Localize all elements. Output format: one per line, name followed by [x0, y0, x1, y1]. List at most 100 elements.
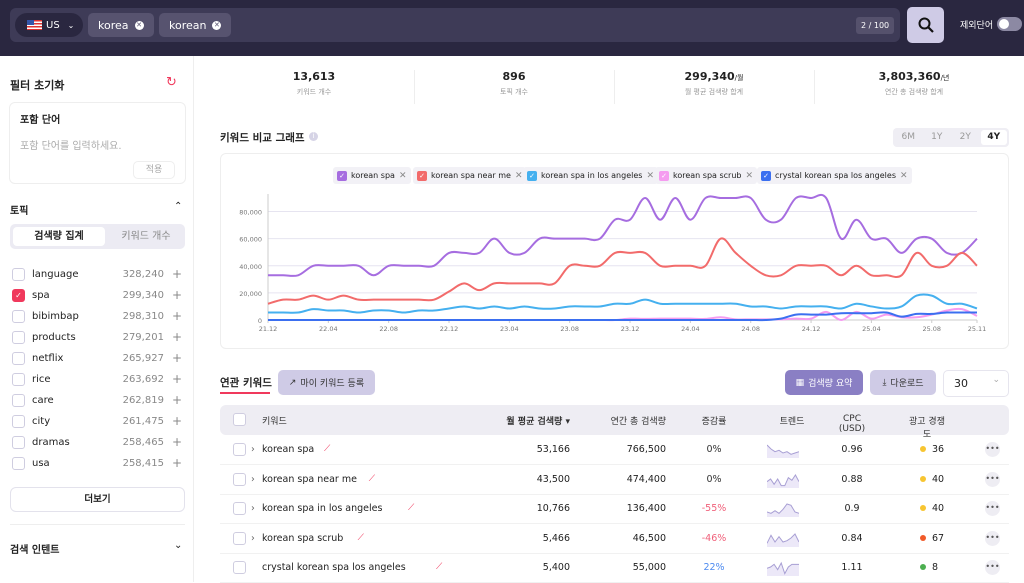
- topic-item[interactable]: ✓ spa 299,340 +: [12, 287, 182, 303]
- legend-item[interactable]: ✓ crystal korean spa los angeles ✕: [757, 167, 912, 184]
- keyword-link[interactable]: korean spa near me: [262, 473, 357, 485]
- chevron-down-icon[interactable]: ⌄: [174, 540, 183, 551]
- topic-item[interactable]: language 328,240 +: [12, 266, 182, 282]
- range-2Y[interactable]: 2Y: [959, 132, 971, 142]
- close-icon[interactable]: ✕: [398, 170, 407, 181]
- column-header[interactable]: 증감률: [701, 417, 727, 427]
- keyword-link[interactable]: korean spa in los angeles: [262, 503, 383, 514]
- chart-icon[interactable]: ⟋: [324, 444, 331, 454]
- chevron-right-icon[interactable]: ›: [251, 444, 255, 455]
- column-header[interactable]: CPC (USD): [838, 414, 866, 434]
- table-row[interactable]: › korean spa ⟋ 53,166 766,500 0% 0.96 36…: [220, 435, 1009, 465]
- close-icon[interactable]: ✕: [212, 20, 222, 30]
- info-icon[interactable]: i: [309, 132, 318, 141]
- keyword-link[interactable]: crystal korean spa los angeles: [262, 562, 406, 573]
- chevron-up-icon[interactable]: ⌃: [174, 201, 183, 212]
- topic-checkbox[interactable]: [12, 393, 25, 407]
- row-checkbox[interactable]: [233, 443, 246, 456]
- range-6M[interactable]: 6M: [901, 132, 916, 142]
- row-checkbox[interactable]: [233, 472, 246, 486]
- checkbox-icon[interactable]: ✓: [337, 170, 347, 181]
- country-select[interactable]: US ⌄: [15, 13, 83, 37]
- exclude-words-toggle[interactable]: [997, 17, 1022, 31]
- keyword-link[interactable]: korean spa: [262, 444, 315, 455]
- range-1Y[interactable]: 1Y: [931, 132, 943, 142]
- select-all-checkbox[interactable]: [233, 413, 246, 426]
- legend-item[interactable]: ✓ korean spa in los angeles ✕: [523, 167, 658, 184]
- my-keyword-register-button[interactable]: ↗ 마이 키워드 등록: [278, 370, 375, 395]
- volume-summary-button[interactable]: ▦ 검색량 요약: [785, 370, 863, 395]
- topic-item[interactable]: dramas 258,465 +: [12, 434, 182, 450]
- more-button[interactable]: 더보기: [10, 487, 185, 512]
- topic-item[interactable]: care 262,819 +: [12, 392, 182, 408]
- search-button[interactable]: [907, 7, 944, 43]
- topic-checkbox[interactable]: [12, 435, 25, 449]
- more-options-icon[interactable]: •••: [985, 530, 1000, 546]
- checkbox-icon[interactable]: ✓: [527, 170, 537, 181]
- chart-icon[interactable]: ⟋: [357, 532, 364, 543]
- topic-checkbox[interactable]: [12, 309, 25, 323]
- topic-item[interactable]: products 279,201 +: [12, 329, 182, 345]
- plus-icon[interactable]: +: [171, 435, 182, 449]
- checkbox-icon[interactable]: ✓: [417, 170, 427, 181]
- topic-checkbox[interactable]: [12, 372, 25, 386]
- topic-checkbox[interactable]: [12, 267, 25, 281]
- legend-item[interactable]: ✓ korean spa near me ✕: [413, 167, 527, 184]
- plus-icon[interactable]: +: [171, 330, 182, 344]
- plus-icon[interactable]: +: [171, 351, 182, 365]
- search-box[interactable]: [10, 8, 900, 42]
- table-row[interactable]: crystal korean spa los angeles ⟋ 5,400 5…: [220, 553, 1009, 583]
- topic-item[interactable]: netflix 265,927 +: [12, 350, 182, 366]
- topic-item[interactable]: city 261,475 +: [12, 413, 182, 429]
- chevron-right-icon[interactable]: ›: [251, 532, 255, 544]
- include-words-input[interactable]: 포함 단어를 입력하세요.: [20, 141, 122, 152]
- plus-icon[interactable]: +: [171, 288, 182, 302]
- close-icon[interactable]: ✕: [646, 170, 654, 181]
- close-icon[interactable]: ✕: [900, 170, 908, 181]
- search-intent-title[interactable]: 검색 인텐트: [10, 545, 60, 556]
- plus-icon[interactable]: +: [171, 414, 182, 428]
- range-4Y[interactable]: 4Y: [980, 130, 1007, 145]
- column-header[interactable]: 연간 총 검색량: [610, 417, 666, 427]
- download-button[interactable]: ⤓ 다운로드: [870, 370, 936, 395]
- topic-checkbox[interactable]: [12, 456, 25, 470]
- row-checkbox[interactable]: [233, 531, 246, 545]
- topic-checkbox[interactable]: ✓: [12, 288, 25, 302]
- tab-search-volume[interactable]: 검색량 집계: [13, 227, 105, 246]
- plus-icon[interactable]: +: [171, 372, 182, 386]
- keyword-chip[interactable]: korea ✕: [88, 13, 154, 37]
- reset-icon[interactable]: ↻: [166, 75, 177, 90]
- chevron-right-icon[interactable]: ›: [251, 473, 255, 485]
- chart-icon[interactable]: ⟋: [368, 473, 376, 484]
- close-icon[interactable]: ✕: [134, 20, 144, 30]
- keyword-chip[interactable]: korean ✕: [159, 13, 232, 37]
- column-header[interactable]: 광고 경쟁도: [909, 417, 945, 440]
- table-row[interactable]: › korean spa near me ⟋ 43,500 474,400 0%…: [220, 465, 1009, 495]
- plus-icon[interactable]: +: [171, 267, 182, 281]
- topic-item[interactable]: bibimbap 298,310 +: [12, 308, 182, 324]
- tab-related-keywords[interactable]: 연관 키워드: [220, 377, 272, 389]
- row-checkbox[interactable]: [233, 502, 246, 515]
- topic-item[interactable]: usa 258,415 +: [12, 455, 182, 471]
- more-options-icon[interactable]: •••: [985, 560, 1000, 575]
- topic-item[interactable]: rice 263,692 +: [12, 371, 182, 387]
- plus-icon[interactable]: +: [171, 309, 182, 323]
- topic-checkbox[interactable]: [12, 414, 25, 428]
- apply-button[interactable]: 적용: [133, 161, 175, 179]
- more-options-icon[interactable]: •••: [985, 501, 1000, 516]
- chart-icon[interactable]: ⟋: [436, 562, 443, 572]
- plus-icon[interactable]: +: [171, 393, 182, 407]
- checkbox-icon[interactable]: ✓: [659, 170, 669, 181]
- row-checkbox[interactable]: [233, 561, 246, 574]
- checkbox-icon[interactable]: ✓: [761, 170, 771, 181]
- tab-keyword-count[interactable]: 키워드 개수: [121, 231, 171, 242]
- keyword-link[interactable]: korean spa scrub: [262, 532, 344, 544]
- topic-checkbox[interactable]: [12, 330, 25, 344]
- legend-item[interactable]: ✓ korean spa scrub ✕: [655, 167, 758, 184]
- close-icon[interactable]: ✕: [514, 170, 523, 181]
- chart-icon[interactable]: ⟋: [408, 503, 415, 513]
- column-header[interactable]: 월 평균 검색량 ▾: [506, 417, 570, 427]
- chevron-right-icon[interactable]: ›: [251, 503, 255, 514]
- table-row[interactable]: › korean spa scrub ⟋ 5,466 46,500 -46% 0…: [220, 524, 1009, 554]
- plus-icon[interactable]: +: [171, 456, 182, 470]
